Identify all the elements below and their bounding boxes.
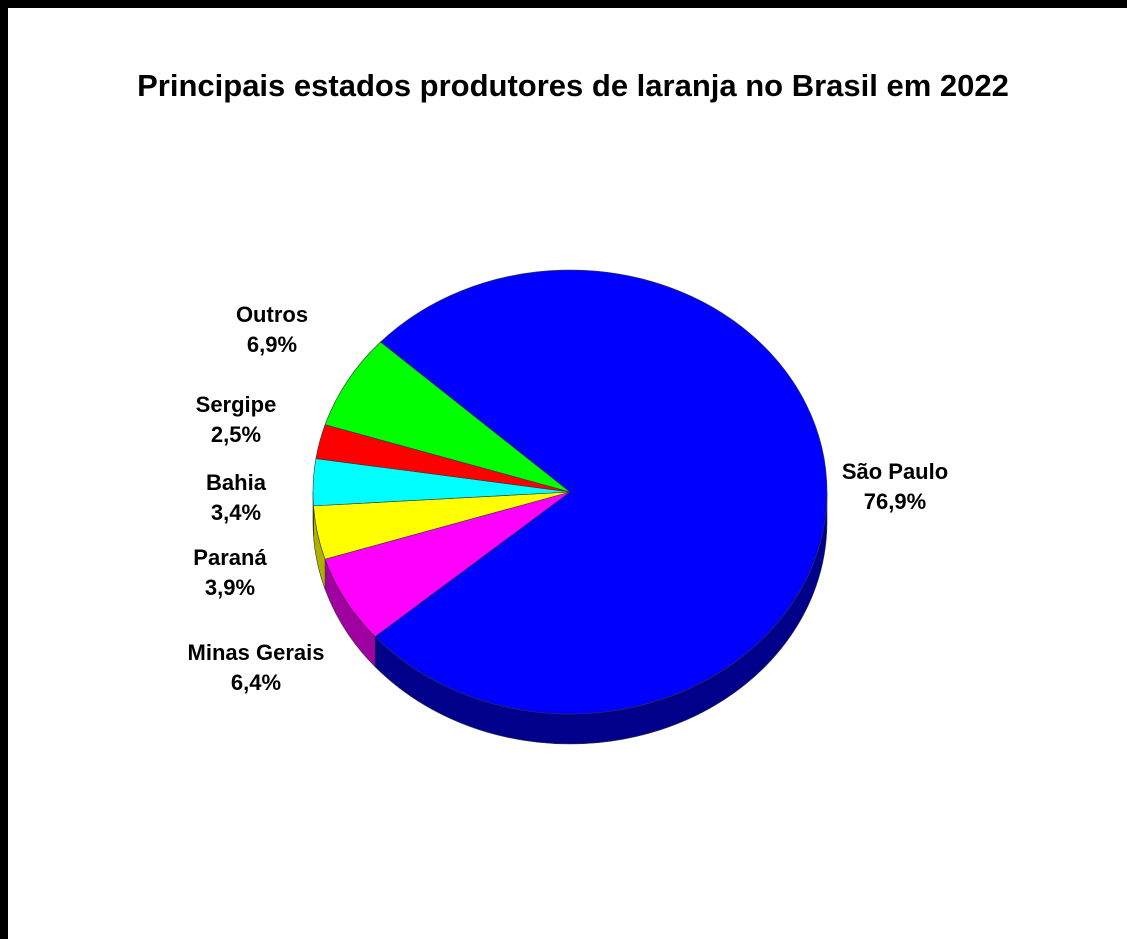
slice-value-bahia: 3,4% — [211, 500, 261, 525]
slice-value-parana: 3,9% — [205, 575, 255, 600]
slice-sao-paulo — [374, 269, 828, 715]
slice-value-sergipe: 2,5% — [211, 422, 261, 447]
chart-title: Principais estados produtores de laranja… — [137, 68, 1009, 103]
slice-value-outros: 6,9% — [247, 332, 297, 357]
pie-top — [312, 269, 828, 715]
slice-value-sao-paulo: 76,9% — [864, 489, 926, 514]
slice-value-minas-gerais: 6,4% — [231, 670, 281, 695]
slice-label-minas-gerais: Minas Gerais — [188, 640, 325, 665]
slice-label-sergipe: Sergipe — [196, 392, 277, 417]
slice-label-sao-paulo: São Paulo — [842, 459, 948, 484]
slice-label-bahia: Bahia — [206, 470, 267, 495]
pie-sides — [312, 491, 828, 745]
pie-labels: São Paulo 76,9% Minas Gerais 6,4% Paraná 3,9%… — [188, 302, 949, 695]
slice-outros — [324, 341, 571, 493]
slice-label-parana: Paraná — [193, 545, 267, 570]
slice-label-outros: Outros — [236, 302, 308, 327]
